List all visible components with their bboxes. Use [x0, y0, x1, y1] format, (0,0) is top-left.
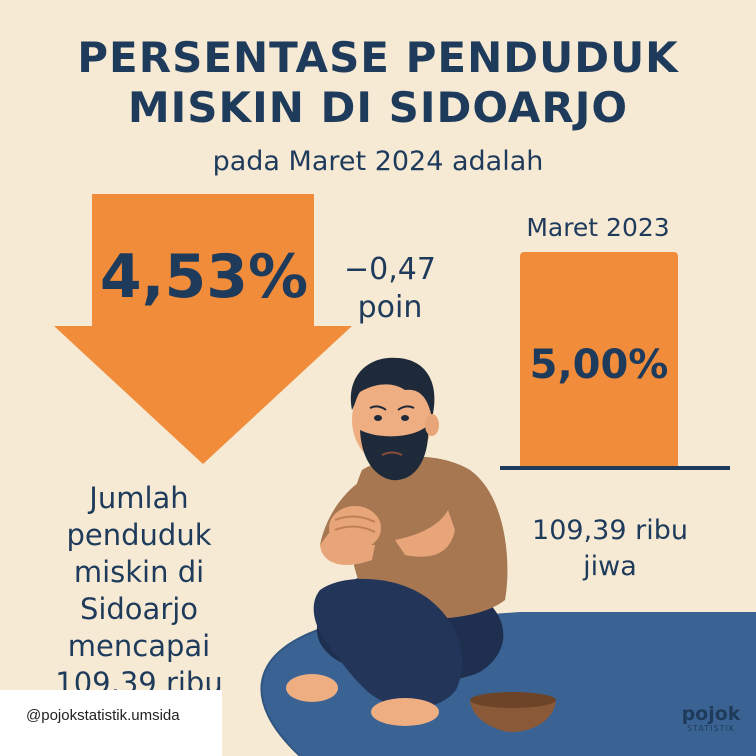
description-line: Jumlah [89, 481, 189, 515]
previous-bar [520, 252, 678, 468]
previous-count-line-1: 109,39 ribu [532, 515, 688, 546]
main-percentage: 4,53% [99, 242, 309, 312]
previous-period-label: Maret 2023 [526, 213, 670, 242]
logo-sub-text: STATISTIK [686, 724, 735, 733]
previous-percentage: 5,00% [529, 342, 669, 388]
description: Jumlah penduduk miskin di Sidoarjo menca… [34, 480, 244, 702]
instagram-handle[interactable]: @pojokstatistik.umsida [26, 707, 180, 724]
logo-main-text: pojok [681, 703, 741, 725]
description-line: Sidoarjo [79, 592, 199, 626]
title-line-2: MISKIN DI SIDOARJO [127, 83, 629, 132]
change-unit: poin [357, 290, 423, 325]
pojok-statistik-logo: pojok STATISTIK [674, 704, 748, 734]
change-value: −0,47 [344, 252, 436, 287]
bar-baseline [500, 466, 730, 470]
description-line: mencapai [67, 629, 211, 663]
description-line: miskin di [73, 555, 205, 589]
subtitle: pada Maret 2024 adalah [212, 146, 544, 177]
previous-count-line-2: jiwa [583, 551, 637, 582]
title-line-1: PERSENTASE PENDUDUK [77, 33, 679, 82]
description-line: penduduk [66, 518, 212, 552]
handle-caption-box: @pojokstatistik.umsida [0, 690, 222, 756]
